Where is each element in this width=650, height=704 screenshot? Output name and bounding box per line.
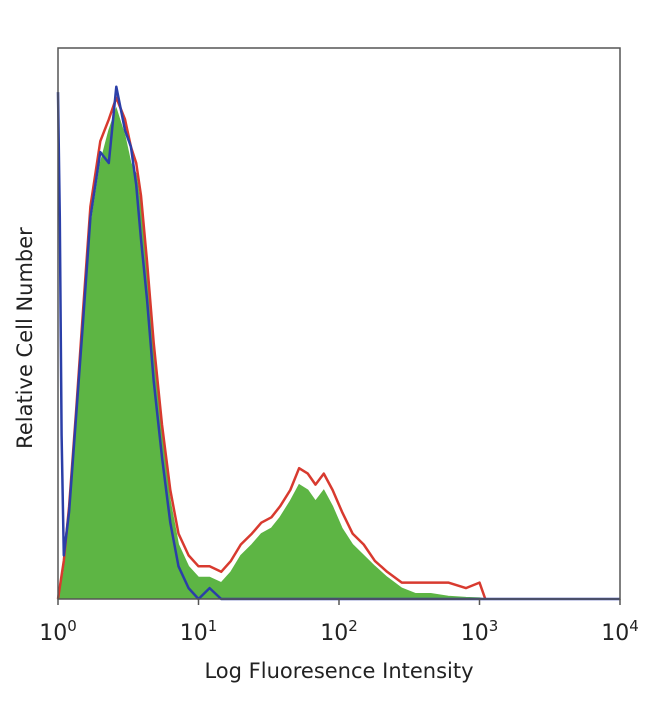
x-tick-label: 103 (461, 617, 499, 646)
x-axis-title: Log Fluoresence Intensity (204, 659, 473, 683)
y-axis-title: Relative Cell Number (13, 227, 37, 449)
x-tick-label: 100 (39, 617, 77, 646)
x-tick-label: 102 (320, 617, 358, 646)
x-tick-label: 104 (601, 617, 639, 646)
x-axis-ticks: 100 101 102 103 104 (39, 599, 639, 646)
x-tick-label: 101 (180, 617, 218, 646)
histogram-series-2 (56, 96, 487, 600)
